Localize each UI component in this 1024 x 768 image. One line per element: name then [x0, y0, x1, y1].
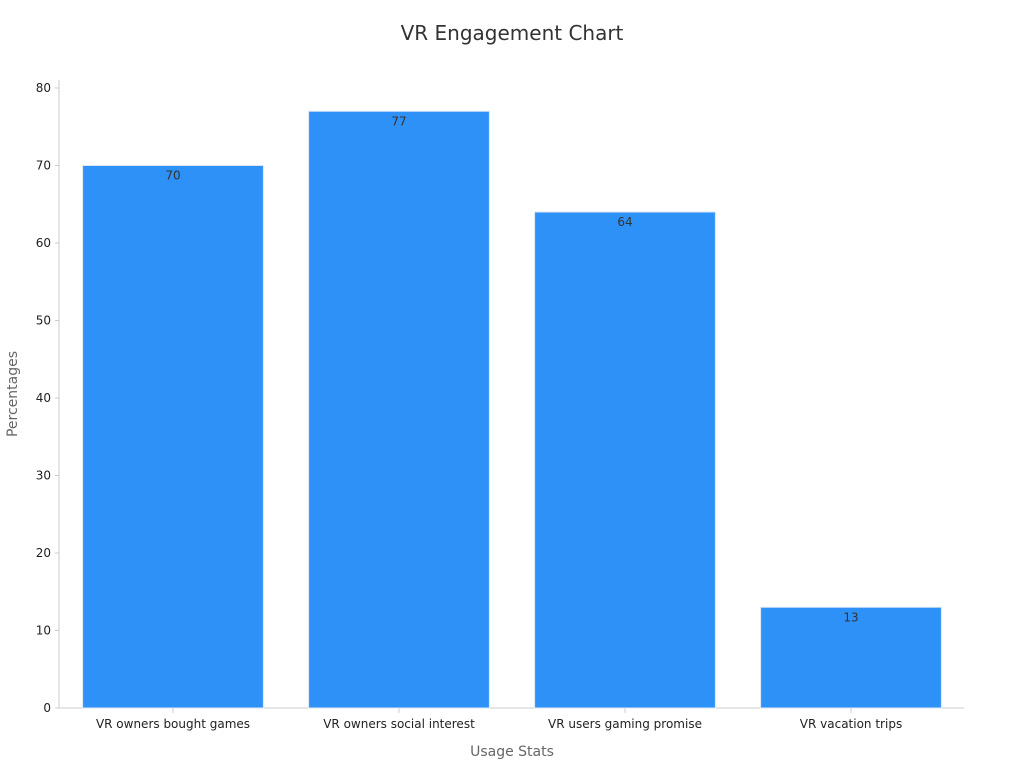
y-tick-label: 20 [36, 546, 51, 560]
bar-data-label: 64 [617, 215, 632, 229]
x-axis: VR owners bought games VR owners social i… [59, 707, 964, 731]
bar [534, 211, 716, 709]
y-axis: 0 10 20 30 40 50 60 70 80 [36, 80, 60, 715]
y-tick-label: 80 [36, 81, 51, 95]
bar-data-label: 13 [843, 610, 858, 624]
chart-title: VR Engagement Chart [401, 21, 624, 45]
bar-data-label: 77 [391, 114, 406, 128]
bar [760, 606, 942, 709]
x-tick-label: VR vacation trips [800, 717, 902, 731]
x-tick-label: VR users gaming promise [548, 717, 702, 731]
y-tick-label: 10 [36, 624, 51, 638]
y-tick-label: 30 [36, 469, 51, 483]
y-tick-label: 40 [36, 391, 51, 405]
y-tick-label: 0 [43, 701, 51, 715]
data-labels-group: 70 77 64 13 [165, 114, 858, 624]
bar [82, 165, 264, 709]
x-axis-label: Usage Stats [470, 744, 554, 760]
bar-data-label: 70 [165, 169, 180, 183]
bar [308, 110, 490, 709]
y-tick-label: 60 [36, 236, 51, 250]
y-tick-label: 70 [36, 159, 51, 173]
x-tick-label: VR owners social interest [323, 717, 475, 731]
y-axis-label: Percentages [5, 351, 21, 437]
x-tick-label: VR owners bought games [96, 717, 250, 731]
y-tick-label: 50 [36, 314, 51, 328]
bars-group [82, 110, 942, 709]
